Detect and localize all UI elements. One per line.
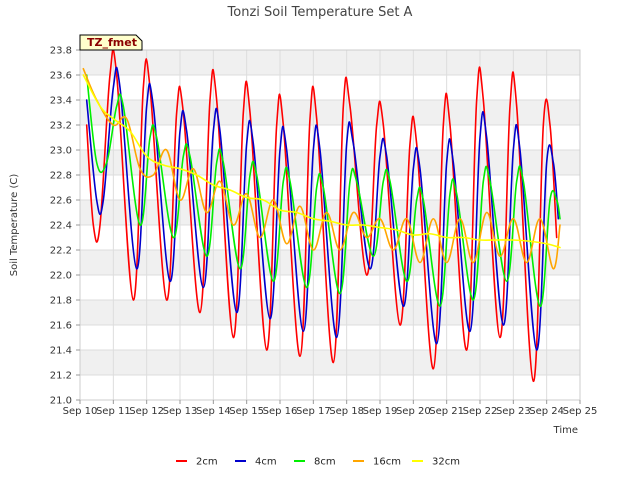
x-tick-label: Sep 14 bbox=[196, 406, 231, 417]
plot-band bbox=[80, 125, 580, 150]
y-tick-label: 22.0 bbox=[50, 271, 72, 282]
y-tick-label: 21.6 bbox=[50, 321, 72, 332]
series-line-16cm bbox=[82, 67, 561, 270]
y-tick-label: 23.0 bbox=[50, 146, 72, 157]
tag-label: TZ_fmet bbox=[79, 34, 143, 51]
series-line-32cm bbox=[82, 74, 561, 249]
y-tick-label: 21.4 bbox=[50, 346, 72, 357]
y-tick-label: 21.2 bbox=[50, 371, 72, 382]
y-tick-label: 21.8 bbox=[50, 296, 72, 307]
y-tick-label: 22.4 bbox=[50, 221, 72, 232]
y-tick-label: 23.2 bbox=[50, 121, 72, 132]
y-tick-label: 22.2 bbox=[50, 246, 72, 257]
legend: 2cm 4cm 8cm 16cm 32cm bbox=[176, 457, 460, 468]
plot-band bbox=[80, 375, 580, 400]
x-tick-label: Sep 11 bbox=[96, 406, 131, 417]
plot-band bbox=[80, 350, 580, 375]
y-tick-label: 23.6 bbox=[50, 71, 72, 82]
plot-band bbox=[80, 175, 580, 200]
chart-title: Tonzi Soil Temperature Set A bbox=[227, 5, 413, 20]
x-tick-label: Sep 17 bbox=[296, 406, 331, 417]
x-tick-label: Sep 10 bbox=[63, 406, 98, 417]
legend-label-16cm: 16cm bbox=[373, 457, 401, 468]
y-tick-label: 23.4 bbox=[50, 96, 72, 107]
legend-label-4cm: 4cm bbox=[255, 457, 277, 468]
x-tick-label: Sep 21 bbox=[429, 406, 464, 417]
tag-box bbox=[79, 34, 143, 51]
series-layer bbox=[82, 48, 561, 383]
x-tick-label: Sep 25 bbox=[563, 406, 598, 417]
y-tick-label: 21.0 bbox=[50, 396, 72, 407]
y-tick-label: 22.8 bbox=[50, 171, 72, 182]
x-tick-label: Sep 16 bbox=[263, 406, 298, 417]
plot-band bbox=[80, 100, 580, 125]
plot-band bbox=[80, 50, 580, 75]
x-axis-title: Time bbox=[553, 425, 578, 436]
legend-label-2cm: 2cm bbox=[196, 457, 218, 468]
x-tick-label: Sep 15 bbox=[229, 406, 264, 417]
plot-band bbox=[80, 150, 580, 175]
x-tick-label: Sep 22 bbox=[463, 406, 498, 417]
series-line-4cm bbox=[85, 66, 560, 351]
plot-band bbox=[80, 75, 580, 100]
series-line-8cm bbox=[85, 74, 561, 308]
legend-label-32cm: 32cm bbox=[432, 457, 460, 468]
legend-label-8cm: 8cm bbox=[314, 457, 336, 468]
x-tick-label: Sep 13 bbox=[163, 406, 198, 417]
tag-text: TZ_fmet bbox=[87, 36, 137, 49]
x-tick-label: Sep 18 bbox=[329, 406, 364, 417]
x-tick-label: Sep 24 bbox=[529, 406, 564, 417]
y-tick-label: 22.6 bbox=[50, 196, 72, 207]
y-axis-title: Soil Temperature (C) bbox=[9, 174, 20, 277]
y-axis: 21.0 21.2 21.4 21.6 21.8 22.0 22.2 22.4 22.6 22.8… bbox=[50, 46, 80, 407]
x-tick-label: Sep 23 bbox=[496, 406, 531, 417]
y-tick-label: 23.8 bbox=[50, 46, 72, 57]
series-line-2cm bbox=[85, 48, 558, 383]
x-tick-label: Sep 19 bbox=[363, 406, 398, 417]
x-tick-label: Sep 20 bbox=[396, 406, 431, 417]
x-tick-label: Sep 12 bbox=[129, 406, 164, 417]
